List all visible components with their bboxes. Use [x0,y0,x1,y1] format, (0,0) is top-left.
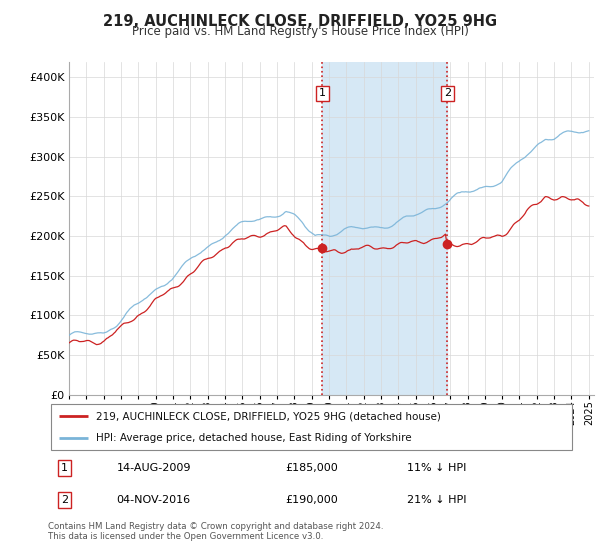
Text: Price paid vs. HM Land Registry's House Price Index (HPI): Price paid vs. HM Land Registry's House … [131,25,469,38]
Text: 219, AUCHINLECK CLOSE, DRIFFIELD, YO25 9HG (detached house): 219, AUCHINLECK CLOSE, DRIFFIELD, YO25 9… [95,411,440,421]
Text: 2: 2 [444,88,451,99]
Text: 1: 1 [61,463,68,473]
Text: 219, AUCHINLECK CLOSE, DRIFFIELD, YO25 9HG: 219, AUCHINLECK CLOSE, DRIFFIELD, YO25 9… [103,14,497,29]
Text: 1: 1 [319,88,326,99]
Text: Contains HM Land Registry data © Crown copyright and database right 2024.
This d: Contains HM Land Registry data © Crown c… [48,522,383,542]
Bar [322,62,448,395]
Text: 14-AUG-2009: 14-AUG-2009 [116,463,191,473]
Text: 2: 2 [61,495,68,505]
FancyBboxPatch shape [50,404,572,450]
Text: £190,000: £190,000 [286,495,338,505]
Text: 04-NOV-2016: 04-NOV-2016 [116,495,191,505]
Text: 21% ↓ HPI: 21% ↓ HPI [407,495,467,505]
Text: 11% ↓ HPI: 11% ↓ HPI [407,463,466,473]
Text: HPI: Average price, detached house, East Riding of Yorkshire: HPI: Average price, detached house, East… [95,433,411,443]
Text: £185,000: £185,000 [286,463,338,473]
